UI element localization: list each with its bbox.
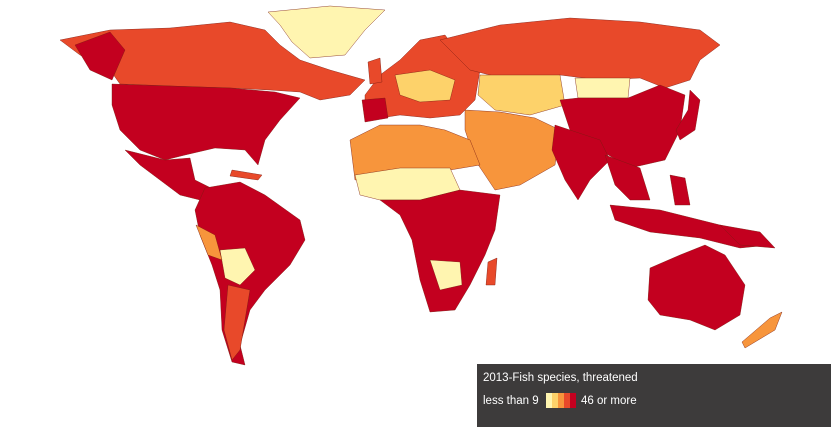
legend-title: 2013-Fish species, threatened bbox=[483, 372, 638, 384]
canada bbox=[59, 21, 366, 101]
legend-swatch bbox=[546, 393, 552, 408]
new-zealand bbox=[741, 311, 783, 349]
philippines bbox=[669, 174, 691, 206]
greenland bbox=[267, 5, 386, 59]
southern-africa bbox=[429, 259, 463, 291]
central-asia bbox=[477, 74, 566, 116]
caribbean bbox=[229, 169, 263, 181]
legend-swatch bbox=[570, 393, 576, 408]
uk bbox=[367, 57, 383, 85]
bolivia-paraguay bbox=[219, 247, 256, 286]
alaska bbox=[74, 31, 126, 81]
europe-central bbox=[394, 69, 456, 103]
africa-central-south bbox=[379, 189, 501, 313]
usa bbox=[111, 83, 301, 166]
legend-swatches bbox=[546, 393, 576, 408]
legend-swatch bbox=[558, 393, 564, 408]
madagascar bbox=[485, 257, 498, 286]
legend-swatch bbox=[552, 393, 558, 408]
legend-swatch bbox=[564, 393, 570, 408]
mongolia bbox=[574, 77, 631, 99]
iberia bbox=[361, 97, 389, 123]
countries bbox=[59, 5, 783, 366]
se-asia bbox=[604, 154, 651, 201]
legend-high-label: 46 or more bbox=[581, 395, 637, 407]
middle-east bbox=[464, 109, 561, 191]
legend-box bbox=[477, 364, 831, 427]
australia bbox=[647, 244, 746, 331]
indonesia bbox=[609, 204, 771, 249]
japan bbox=[675, 89, 701, 141]
india bbox=[551, 124, 611, 201]
argentina bbox=[223, 284, 251, 361]
legend-low-label: less than 9 bbox=[483, 395, 539, 407]
peru bbox=[195, 224, 223, 261]
new-guinea bbox=[719, 224, 776, 249]
